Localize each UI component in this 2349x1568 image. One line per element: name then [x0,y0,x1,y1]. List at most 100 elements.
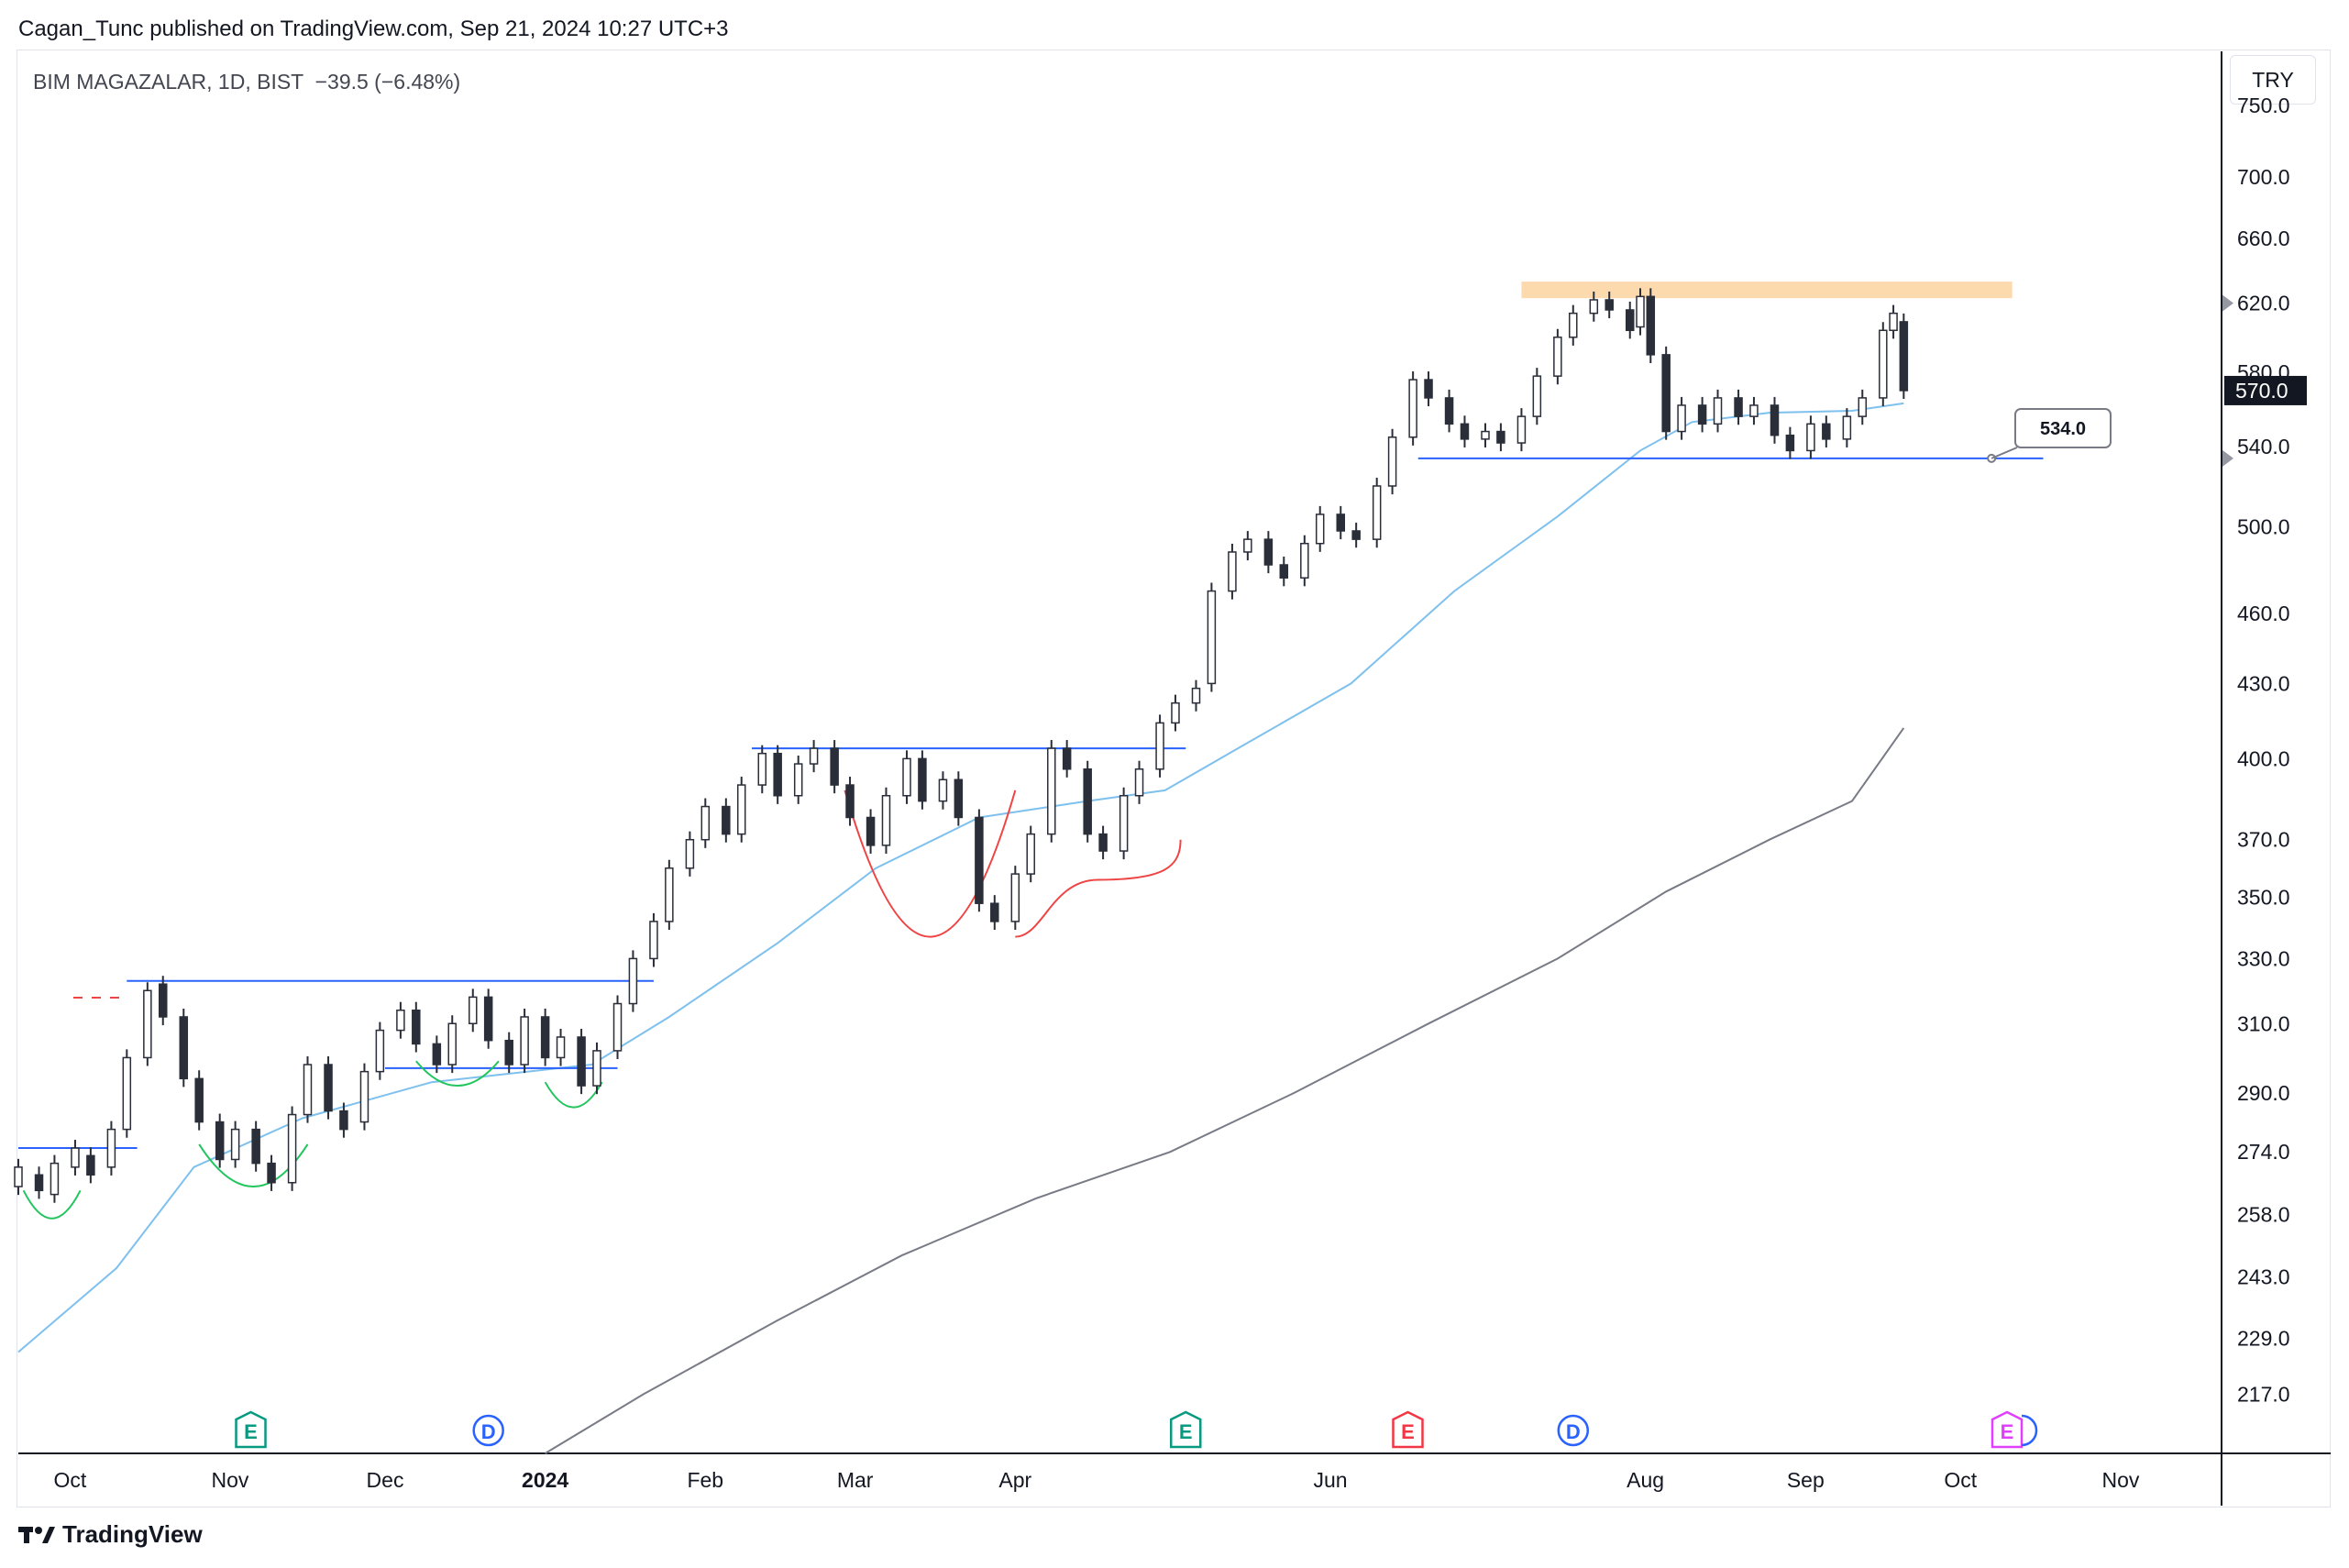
candle-body [1062,747,1072,770]
candle-body [50,1162,60,1196]
earnings-marker-icon [1392,1410,1424,1449]
candle-body [194,1077,204,1123]
candle-body [1424,379,1433,399]
y-tick-label: 700.0 [2237,165,2290,189]
candle-body [122,1056,132,1131]
candle-body [324,1064,333,1112]
event-marker-label: D [481,1420,496,1443]
candle-body [375,1029,385,1073]
candle-body [736,784,746,835]
candle-body [143,989,152,1059]
candle-body [483,996,493,1042]
candle-body [1083,768,1092,835]
price-marker-box [2014,408,2112,448]
candle-body [1661,354,1671,433]
y-tick-label: 460.0 [2237,602,2290,625]
candle-body [612,1002,623,1052]
y-tick-label: 370.0 [2237,828,2290,852]
price-axis-marker [2222,294,2233,312]
y-tick-label: 217.0 [2237,1383,2290,1407]
candle-body [1858,397,1868,417]
x-tick-label: Mar [837,1468,874,1492]
last-price-label: 570.0 [2235,379,2288,403]
x-tick-label: 2024 [522,1468,568,1492]
event-marker-label: E [2001,1420,2014,1443]
candle-body [685,838,695,869]
tradingview-logo[interactable]: TradingView [18,1520,203,1549]
candle-body [1770,404,1780,436]
candle-body [1047,747,1056,835]
candle-body [1516,415,1527,444]
candle-body [845,784,855,819]
candle-body [1300,542,1309,579]
pattern-arc [844,790,1017,938]
pattern-arc [22,1189,82,1220]
candle-body [1569,312,1578,338]
candle-body [990,902,999,922]
candle-body [918,757,927,802]
candle-body [757,752,767,786]
candle-body [1553,337,1562,377]
resistance-zone [1521,282,2013,299]
candle-body [1636,295,1645,328]
tradingview-logo-icon [18,1526,55,1543]
candle-body [556,1036,566,1059]
candle-body [1713,397,1723,425]
candle-body [396,1009,405,1032]
candle-body [251,1128,260,1165]
y-tick-label: 350.0 [2237,886,2290,910]
x-tick-label: Nov [212,1468,249,1492]
pattern-arc [415,1060,500,1088]
candle-body [412,1009,421,1045]
candle-body [1387,436,1397,487]
y-tick-label: 274.0 [2237,1140,2290,1164]
publisher-header: Cagan_Tunc published on TradingView.com,… [18,17,729,41]
candle-body [1191,687,1201,704]
candle-body [1589,299,1599,315]
candle-body [1496,430,1505,444]
candle-body [866,816,876,846]
dividend-marker-icon [1557,1414,1590,1447]
y-tick-label: 310.0 [2237,1011,2290,1035]
y-tick-label: 400.0 [2237,746,2290,770]
candle-body [1822,423,1831,440]
candle-body [1228,551,1237,592]
candle-body [809,747,819,765]
candle-body [1315,513,1325,545]
earnings-marker-icon [1169,1410,1202,1449]
candle-body [1279,564,1289,579]
candle-body [1734,397,1743,417]
candle-body [339,1110,348,1131]
currency-button[interactable]: TRY [2230,55,2316,105]
price-axis-marker [2222,449,2233,467]
candle-body [1605,299,1614,311]
candle-body [34,1174,44,1192]
candle-body [86,1154,95,1176]
y-tick-label: 620.0 [2237,292,2290,315]
candle-body [14,1166,23,1187]
y-tick-label: 290.0 [2237,1081,2290,1105]
earnings-marker-icon [1991,1410,2024,1449]
x-tick-label: Oct [1944,1468,1977,1492]
event-marker-label: E [1401,1420,1415,1443]
candle-body [287,1113,297,1184]
candle-body [1889,312,1898,332]
y-tick-label: 330.0 [2237,946,2290,970]
candle-body [179,1016,189,1080]
symbol-name: BIM MAGAZALAR, 1D, BIST [33,70,303,94]
candle-body [577,1036,586,1087]
candle-body [881,794,891,846]
candle-body [230,1128,240,1161]
slow-moving-average-line [545,727,1905,1454]
candle-body [504,1039,513,1066]
candle-body [540,1016,550,1059]
candle-body [1098,833,1108,852]
y-tick-label: 540.0 [2237,435,2290,458]
candle-body [71,1147,80,1168]
candle-body [432,1043,442,1066]
symbol-legend[interactable]: BIM MAGAZALAR, 1D, BIST −39.5 (−6.48%) [33,70,460,94]
candle-body [1026,833,1035,875]
candle-body [1532,375,1542,417]
candle-body [1263,538,1274,566]
